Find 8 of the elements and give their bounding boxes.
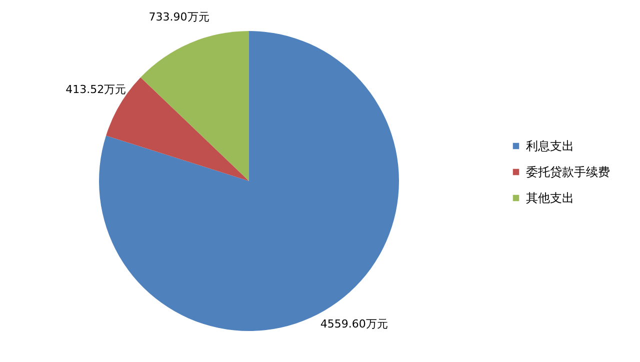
legend-label: 其他支出 [526, 191, 574, 205]
data-label: 413.52万元 [66, 83, 126, 96]
legend-label: 利息支出 [526, 139, 574, 153]
data-label: 4559.60万元 [320, 318, 388, 331]
pie-slice [106, 77, 249, 181]
legend-label: 委托贷款手续费 [526, 165, 610, 179]
pie-slice [140, 31, 249, 181]
data-label: 733.90万元 [148, 10, 210, 24]
